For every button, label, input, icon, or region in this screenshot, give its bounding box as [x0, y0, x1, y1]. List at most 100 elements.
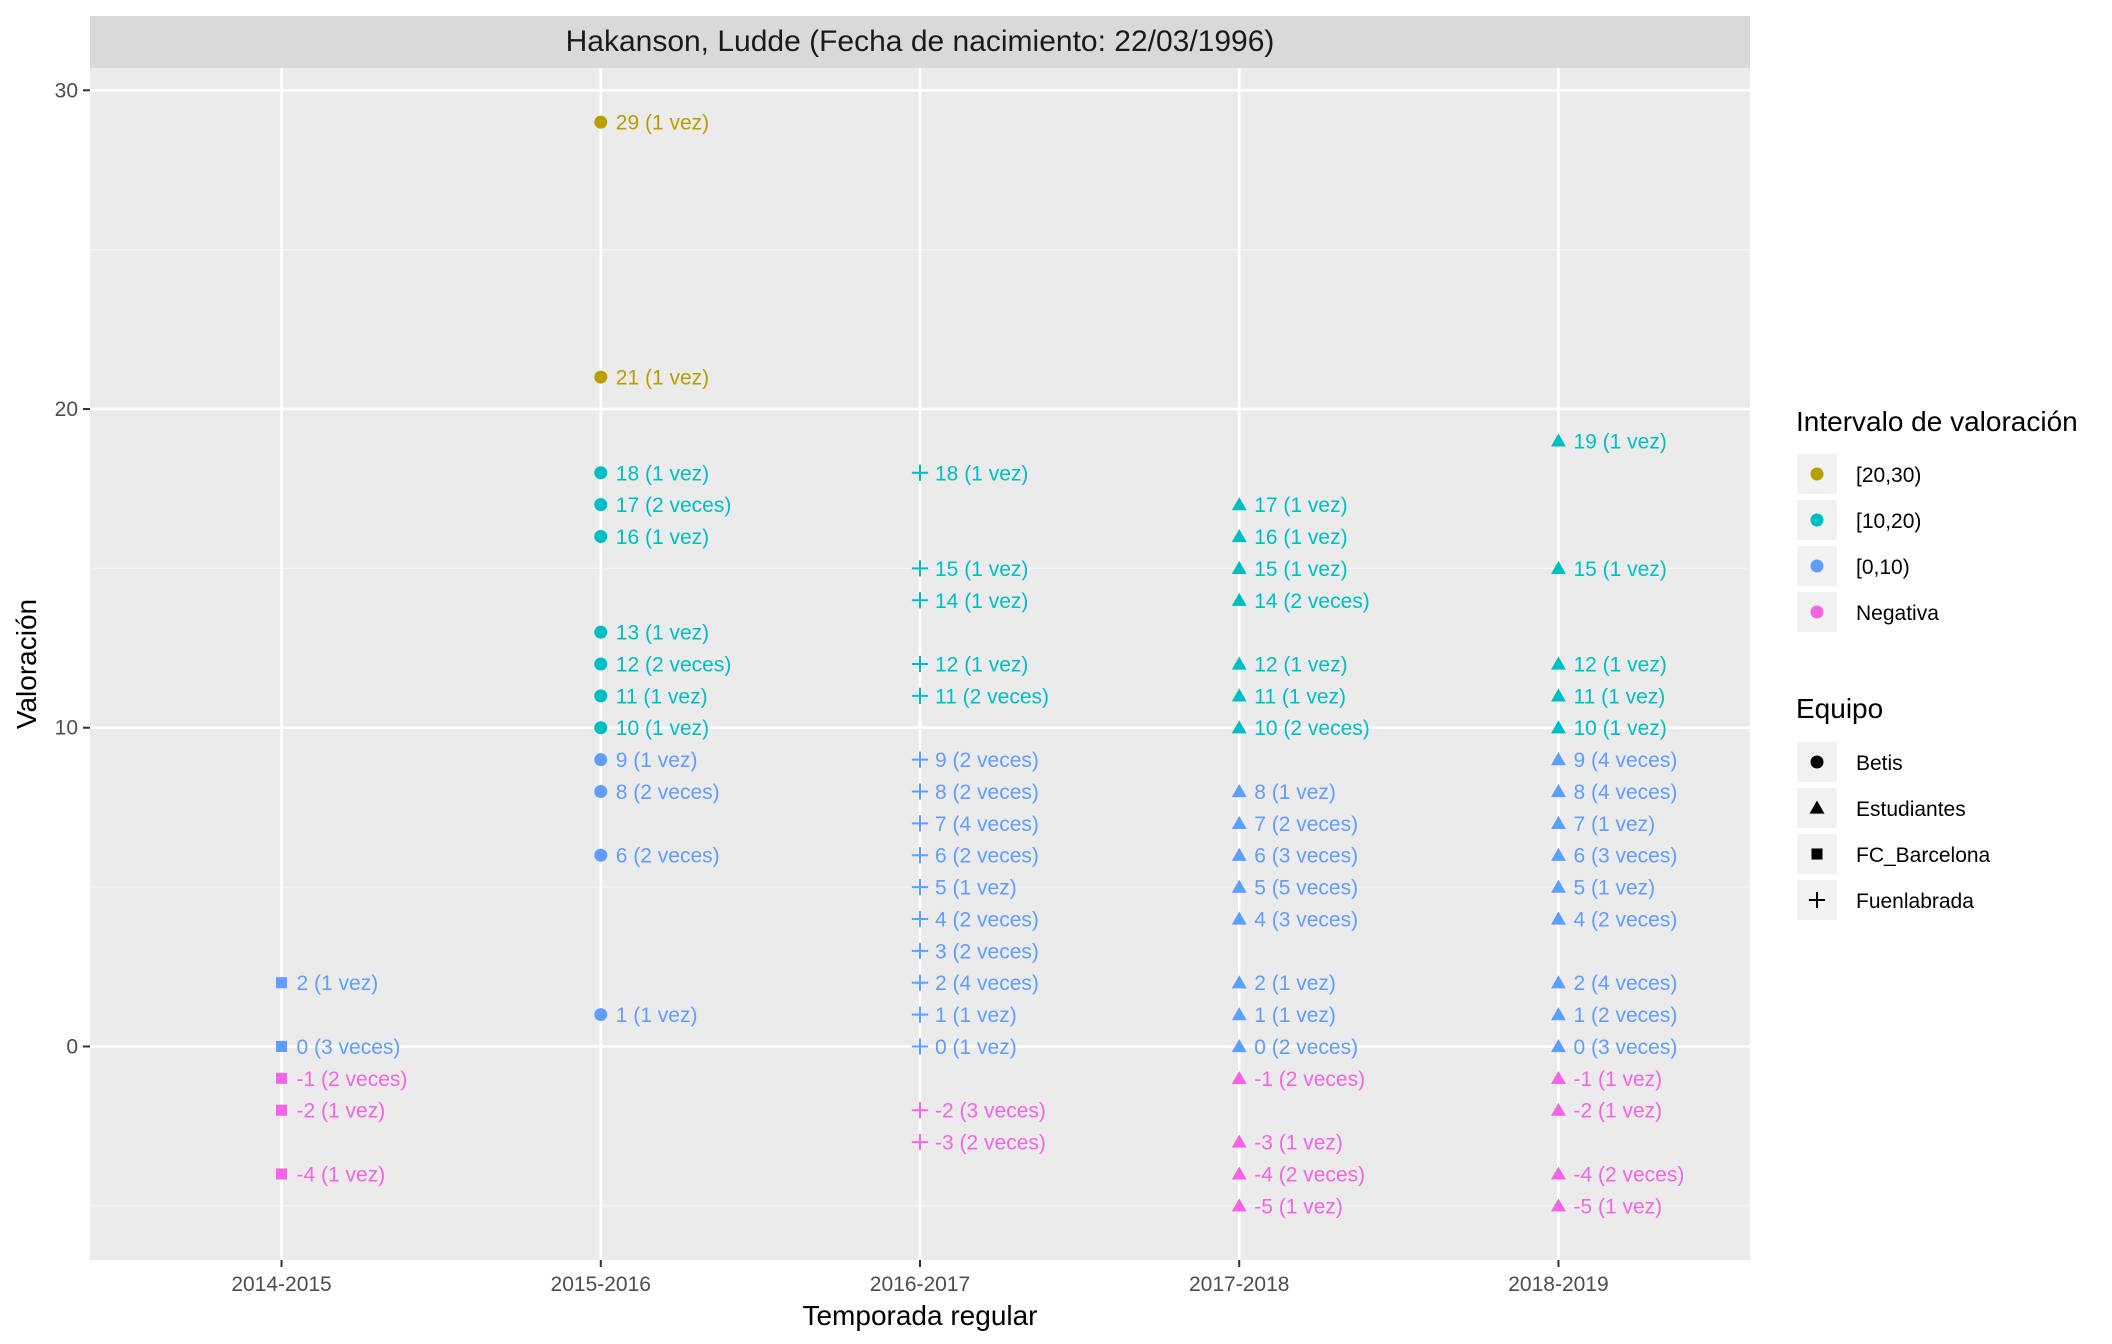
data-point	[1231, 975, 1247, 989]
x-axis-title: Temporada regular	[802, 1300, 1037, 1331]
data-point	[911, 783, 929, 800]
data-label: 14 (2 veces)	[1254, 590, 1370, 613]
x-tick-label: 2017-2018	[1189, 1273, 1289, 1296]
data-label: -1 (2 veces)	[1254, 1068, 1365, 1091]
data-point	[1550, 656, 1566, 670]
data-label: -3 (2 veces)	[935, 1132, 1046, 1155]
data-point	[276, 977, 288, 989]
legend-color-label: [20,30)	[1856, 464, 1921, 487]
legend-shape-item: FC_Barcelona	[1797, 834, 1991, 874]
data-label: -4 (1 vez)	[297, 1163, 386, 1186]
data-point	[594, 625, 608, 639]
data-label: 29 (1 vez)	[616, 112, 709, 135]
data-label: -4 (2 veces)	[1573, 1163, 1684, 1186]
data-point	[1550, 688, 1566, 702]
data-point	[911, 1133, 929, 1151]
legend-shape-item: Estudiantes	[1797, 788, 1966, 828]
legend-shape-label: FC_Barcelona	[1856, 844, 1991, 867]
data-label: 16 (1 vez)	[1254, 526, 1347, 549]
x-axis-tick-labels: 2014-2015 2015-2016 2016-2017 2017-2018 2018…	[231, 1273, 1608, 1296]
data-label: 8 (2 veces)	[616, 781, 720, 804]
data-point	[1550, 720, 1566, 734]
data-point	[1550, 1038, 1566, 1053]
data-point	[911, 655, 929, 673]
data-point	[1231, 560, 1247, 574]
data-point	[911, 687, 929, 704]
data-label: 17 (2 veces)	[616, 494, 732, 517]
data-label: 19 (1 vez)	[1573, 430, 1666, 453]
data-label: 10 (1 vez)	[616, 717, 709, 740]
data-label: 18 (1 vez)	[616, 462, 709, 485]
data-label: 0 (3 veces)	[1573, 1036, 1677, 1059]
data-label: -1 (2 veces)	[297, 1068, 408, 1091]
data-point	[1231, 656, 1247, 670]
data-point	[911, 560, 929, 577]
data-point	[1231, 592, 1247, 606]
data-point	[1231, 784, 1247, 798]
data-label: 15 (1 vez)	[1573, 558, 1666, 581]
data-point	[911, 942, 929, 959]
data-points	[276, 115, 1566, 1212]
axis-ticks	[83, 89, 1560, 1267]
data-point	[594, 530, 608, 544]
data-point	[1550, 1166, 1566, 1180]
data-point	[1550, 847, 1566, 861]
legend-color-swatch	[1810, 513, 1824, 527]
data-label: 6 (3 veces)	[1573, 845, 1677, 868]
data-point	[1550, 752, 1566, 766]
y-tick-label: 0	[66, 1035, 78, 1058]
data-label: 16 (1 vez)	[616, 526, 709, 549]
data-label: 12 (2 veces)	[616, 654, 732, 677]
data-point	[594, 657, 608, 671]
data-label: 7 (1 vez)	[1573, 813, 1655, 836]
data-point	[911, 974, 929, 991]
data-label: 8 (1 vez)	[1254, 781, 1336, 804]
x-tick-label: 2016-2017	[870, 1273, 970, 1296]
x-tick-label: 2014-2015	[231, 1273, 331, 1296]
data-point	[911, 1006, 929, 1023]
data-label: 5 (1 vez)	[1573, 877, 1655, 900]
legend-shape-swatch	[1811, 848, 1823, 860]
data-point	[1550, 1102, 1566, 1116]
data-label: 4 (2 veces)	[1573, 908, 1677, 931]
data-point	[1550, 975, 1566, 989]
y-tick-label: 10	[55, 717, 78, 740]
x-tick-label: 2018-2019	[1508, 1273, 1608, 1296]
data-point	[1550, 815, 1566, 829]
data-label: 4 (2 veces)	[935, 908, 1039, 931]
data-point	[594, 689, 608, 703]
y-axis-tick-labels: 0 10 20 30	[55, 79, 78, 1058]
data-point	[911, 847, 929, 864]
data-point	[594, 498, 608, 512]
data-label: 1 (1 vez)	[1254, 1004, 1336, 1027]
data-label: 11 (2 veces)	[935, 685, 1049, 708]
data-label: 5 (5 veces)	[1254, 877, 1358, 900]
data-point	[1231, 847, 1247, 861]
data-label: 9 (2 veces)	[935, 749, 1039, 772]
data-label: -4 (2 veces)	[1254, 1163, 1365, 1186]
data-point	[1231, 1038, 1247, 1053]
data-point	[911, 815, 929, 832]
data-point	[911, 910, 929, 928]
data-label: 2 (4 veces)	[1573, 972, 1677, 995]
legend-shape-label: Estudiantes	[1856, 798, 1966, 821]
legend-color-item: Negativa	[1797, 592, 1939, 632]
y-axis-title: Valoración	[11, 599, 42, 729]
data-point	[594, 848, 608, 862]
data-point	[1231, 1070, 1247, 1084]
data-label: -5 (1 vez)	[1254, 1195, 1343, 1218]
data-label: 0 (1 vez)	[935, 1036, 1017, 1059]
data-point	[594, 753, 608, 767]
data-point	[276, 1168, 288, 1180]
data-point	[594, 115, 608, 129]
data-point	[1231, 911, 1247, 925]
data-point	[1550, 879, 1566, 893]
data-label: 13 (1 vez)	[616, 622, 709, 645]
data-point	[1550, 1198, 1566, 1212]
data-label: 0 (3 veces)	[297, 1036, 401, 1059]
data-label: 12 (1 vez)	[1573, 654, 1666, 677]
data-label: -2 (1 vez)	[1573, 1100, 1662, 1123]
data-label: 1 (1 vez)	[616, 1004, 698, 1027]
data-label: 8 (4 veces)	[1573, 781, 1677, 804]
